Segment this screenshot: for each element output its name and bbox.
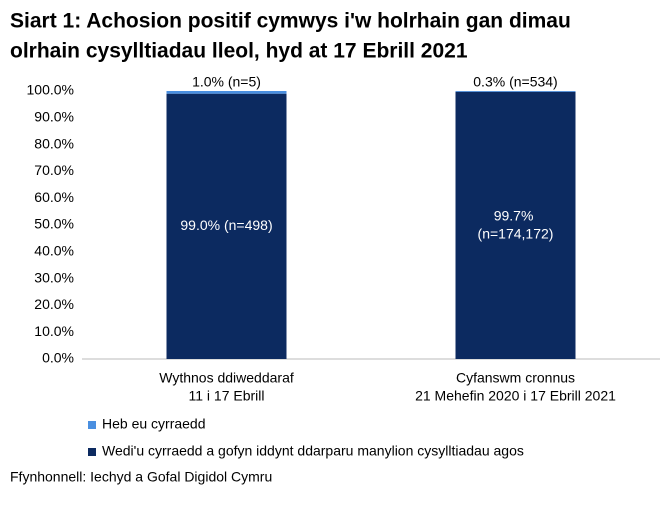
y-tick-label: 0.0% (42, 350, 74, 366)
data-label-line: (n=174,172) (478, 225, 554, 241)
bar-segment (455, 91, 576, 92)
x-tick-label: 11 i 17 Ebrill (188, 388, 264, 404)
y-tick-label: 70.0% (34, 162, 74, 178)
source: Ffynhonnell: Iechyd a Gofal Digidol Cymr… (10, 469, 272, 485)
bar-segment (166, 93, 287, 360)
data-label: 1.0% (n=5) (192, 74, 261, 90)
y-tick-label: 30.0% (34, 269, 74, 285)
data-label: 99.0% (n=498) (180, 217, 272, 233)
data-label: 0.3% (n=534) (473, 74, 557, 90)
chart-title: olrhain cysylltiadau lleol, hyd at 17 Eb… (10, 40, 468, 63)
y-tick-label: 90.0% (34, 109, 74, 125)
y-tick-label: 10.0% (34, 323, 74, 339)
legend-label: Wedi'u cyrraedd a gofyn iddynt ddarparu … (102, 443, 524, 459)
x-tick-label: Cyfanswm cronnus (456, 370, 575, 386)
bar-segment (455, 91, 576, 359)
chart-title: Siart 1: Achosion positif cymwys i'w hol… (10, 10, 571, 33)
y-tick-label: 40.0% (34, 243, 74, 259)
y-tick-label: 60.0% (34, 189, 74, 205)
y-tick-label: 80.0% (34, 135, 74, 151)
legend-swatch (88, 448, 96, 456)
y-tick-label: 20.0% (34, 296, 74, 312)
legend-label: Heb eu cyrraedd (102, 416, 206, 432)
y-tick-label: 50.0% (34, 216, 74, 232)
data-label-line: 99.7% (494, 207, 538, 223)
bar-segment (166, 91, 287, 94)
data-label: 99.7% (n=174,172) (478, 207, 554, 241)
x-tick-label: 21 Mehefin 2020 i 17 Ebrill 2021 (415, 388, 616, 404)
legend-swatch (88, 421, 96, 429)
y-tick-label: 100.0% (27, 82, 74, 98)
x-tick-label: Wythnos ddiweddaraf (159, 370, 294, 386)
